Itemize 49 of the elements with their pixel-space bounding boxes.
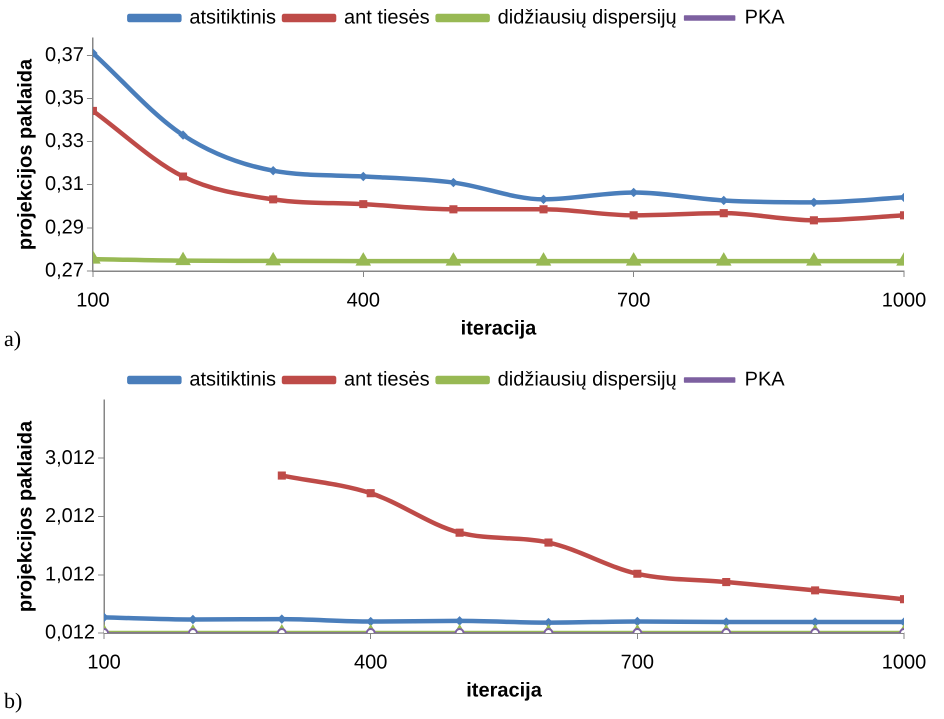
legend-label: didžiausių dispersijų [498, 6, 677, 29]
y-tick-label: 3,012 [44, 446, 96, 469]
point [356, 252, 371, 266]
y-tick-label: 0,37 [44, 44, 84, 66]
x-tick-label: 400 [346, 290, 380, 312]
x-tick-label: 700 [620, 652, 654, 674]
legend-label: PKA [744, 368, 786, 391]
legend-label: atsitiktinis [189, 6, 276, 29]
point [446, 252, 461, 266]
x-tick-label: 100 [76, 290, 110, 312]
y-tick-label: 0,31 [44, 173, 84, 196]
y-tick-label: 2,012 [44, 505, 96, 528]
y-tick-label: 0,35 [44, 86, 84, 109]
point [536, 252, 551, 266]
y-tick-label: 0,012 [44, 622, 96, 644]
x-tick-label: 400 [354, 652, 388, 674]
y-axis-title: projekcijos paklaida [14, 58, 37, 250]
point [449, 205, 458, 214]
legend-label: didžiausių dispersijų [498, 368, 677, 391]
text: a) [4, 326, 22, 351]
x-tick-label: 1000 [882, 652, 926, 674]
x-axis-title: iteracija [466, 680, 543, 702]
point [179, 172, 188, 181]
point [178, 130, 188, 140]
point [630, 211, 638, 220]
point [806, 252, 822, 266]
y-tick-label: 0,29 [44, 216, 84, 238]
y-axis-title: projekcijos paklaida [14, 420, 37, 612]
legend-label: ant tiesės [344, 6, 430, 29]
point [539, 205, 548, 214]
point [810, 216, 818, 224]
y-tick-label: 0,27 [44, 260, 84, 282]
point [269, 195, 278, 204]
legend-label: atsitiktinis [189, 368, 276, 391]
point [720, 209, 728, 218]
text: b) [4, 688, 22, 713]
legend-label: ant tiesės [344, 368, 430, 391]
y-tick-label: 0,33 [44, 130, 84, 152]
point [359, 200, 368, 208]
x-tick-label: 1000 [882, 290, 926, 312]
point [266, 252, 281, 266]
x-tick-label: 100 [87, 652, 121, 674]
point [716, 252, 732, 266]
y-tick-label: 1,012 [44, 563, 96, 586]
point [626, 252, 642, 266]
x-axis-title: iteracija [460, 318, 538, 340]
point [176, 252, 190, 266]
x-tick-label: 700 [616, 290, 650, 312]
legend-label: PKA [744, 6, 786, 29]
